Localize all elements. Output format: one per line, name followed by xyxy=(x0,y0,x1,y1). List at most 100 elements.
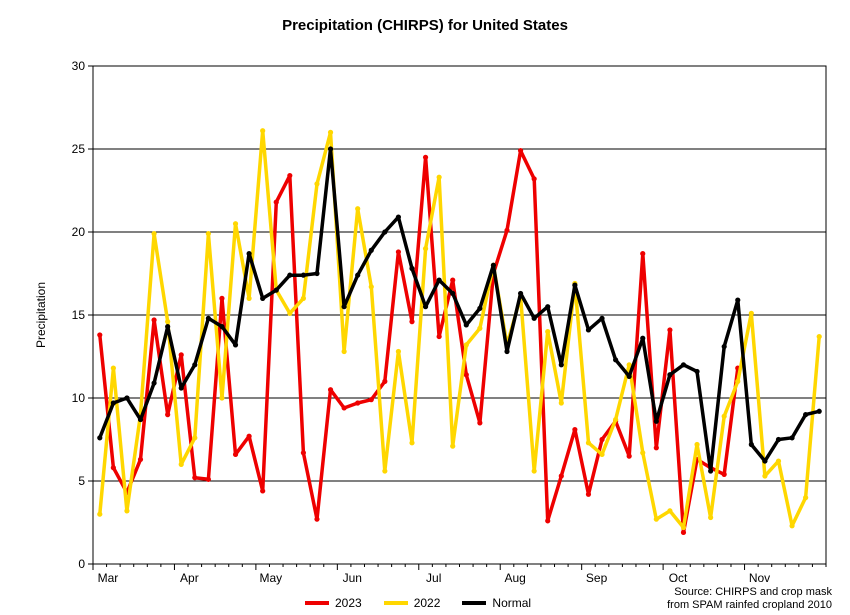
data-point-normal xyxy=(667,372,673,378)
data-point-2022 xyxy=(178,461,184,467)
data-point-2022 xyxy=(775,458,782,464)
legend-swatch-2023 xyxy=(305,601,329,605)
data-point-normal xyxy=(640,335,646,341)
x-tick-label-aug: Aug xyxy=(504,571,525,585)
data-point-2022 xyxy=(409,440,415,446)
data-point-2022 xyxy=(260,128,266,134)
data-point-2023 xyxy=(504,227,510,233)
data-point-2022 xyxy=(803,495,809,501)
data-point-normal xyxy=(463,322,469,328)
data-point-2023 xyxy=(205,476,211,482)
data-point-2023 xyxy=(626,453,632,459)
data-point-normal xyxy=(680,362,687,368)
data-point-2022 xyxy=(613,416,619,423)
data-point-2022 xyxy=(300,295,306,301)
data-point-2023 xyxy=(341,405,347,411)
x-tick-label-jun: Jun xyxy=(343,571,362,585)
data-point-2022 xyxy=(558,400,564,406)
legend-label-2022: 2022 xyxy=(413,596,441,610)
data-point-normal xyxy=(205,315,211,321)
data-point-2022 xyxy=(680,524,687,531)
data-point-2023 xyxy=(368,397,374,403)
y-tick-label: 0 xyxy=(78,557,85,571)
data-point-normal xyxy=(124,395,130,401)
data-point-2022 xyxy=(219,395,225,401)
data-point-normal xyxy=(436,277,442,283)
data-point-normal xyxy=(816,408,822,414)
data-point-2022 xyxy=(110,365,116,371)
data-point-normal xyxy=(531,315,537,321)
data-point-2022 xyxy=(531,468,537,474)
data-point-normal xyxy=(327,146,334,152)
series-line-normal xyxy=(98,147,821,473)
data-point-2022 xyxy=(789,523,795,529)
data-point-2022 xyxy=(450,443,456,449)
legend-label-normal: Normal xyxy=(492,596,532,610)
data-point-2023 xyxy=(260,488,266,494)
data-point-2023 xyxy=(327,387,334,393)
data-point-2023 xyxy=(721,471,727,477)
y-tick-label: 10 xyxy=(72,391,86,405)
data-point-normal xyxy=(748,441,754,448)
data-point-2023 xyxy=(178,352,184,358)
data-point-normal xyxy=(599,315,605,321)
data-point-normal xyxy=(110,400,116,406)
data-point-2023 xyxy=(585,491,592,497)
data-point-normal xyxy=(382,229,388,235)
data-point-normal xyxy=(477,305,483,311)
data-point-normal xyxy=(219,324,225,330)
data-point-2023 xyxy=(355,400,361,406)
y-tick-label: 20 xyxy=(72,225,86,239)
y-tick-label: 25 xyxy=(72,142,86,156)
data-point-2023 xyxy=(395,249,402,255)
data-point-2022 xyxy=(585,440,592,446)
data-point-normal xyxy=(165,324,171,330)
data-point-2023 xyxy=(436,333,442,340)
legend-item-2022: 2022 xyxy=(383,596,441,610)
data-point-normal xyxy=(341,304,347,310)
data-point-2022 xyxy=(708,514,714,521)
data-point-2022 xyxy=(151,231,157,237)
data-point-normal xyxy=(653,418,659,424)
data-point-normal xyxy=(613,357,619,363)
data-point-2023 xyxy=(463,372,469,378)
legend-item-normal: Normal xyxy=(462,596,531,610)
x-tick-label-jul: Jul xyxy=(426,571,441,585)
data-point-2023 xyxy=(667,327,673,333)
data-point-normal xyxy=(626,373,632,380)
data-point-2022 xyxy=(382,468,388,474)
data-point-2022 xyxy=(355,206,361,212)
data-point-2023 xyxy=(314,516,320,522)
data-point-normal xyxy=(355,272,361,278)
legend-label-2023: 2023 xyxy=(335,596,362,610)
data-point-2022 xyxy=(341,348,347,355)
data-point-normal xyxy=(178,385,184,391)
data-point-2023 xyxy=(517,148,524,154)
data-point-normal xyxy=(192,362,198,368)
data-point-2022 xyxy=(422,246,429,252)
data-point-normal xyxy=(300,272,306,278)
data-point-2023 xyxy=(151,317,157,323)
data-point-2022 xyxy=(816,333,822,340)
data-point-2022 xyxy=(124,508,130,514)
legend-swatch-normal xyxy=(462,601,487,605)
data-point-2022 xyxy=(165,319,171,325)
data-point-normal xyxy=(422,304,429,310)
data-point-2022 xyxy=(246,295,252,301)
data-point-2022 xyxy=(287,310,293,316)
data-point-2022 xyxy=(368,284,374,290)
data-point-2023 xyxy=(653,445,659,451)
data-point-2022 xyxy=(721,413,727,419)
x-tick-label-may: May xyxy=(259,571,282,585)
data-point-2023 xyxy=(531,176,537,182)
data-point-normal xyxy=(137,416,144,423)
data-point-2023 xyxy=(97,332,103,338)
data-point-2022 xyxy=(599,451,605,458)
series-lines xyxy=(97,128,822,536)
data-point-normal xyxy=(504,348,510,355)
data-point-normal xyxy=(572,282,578,288)
data-point-2022 xyxy=(205,231,211,237)
data-point-2022 xyxy=(327,129,334,135)
data-point-2023 xyxy=(273,199,279,205)
